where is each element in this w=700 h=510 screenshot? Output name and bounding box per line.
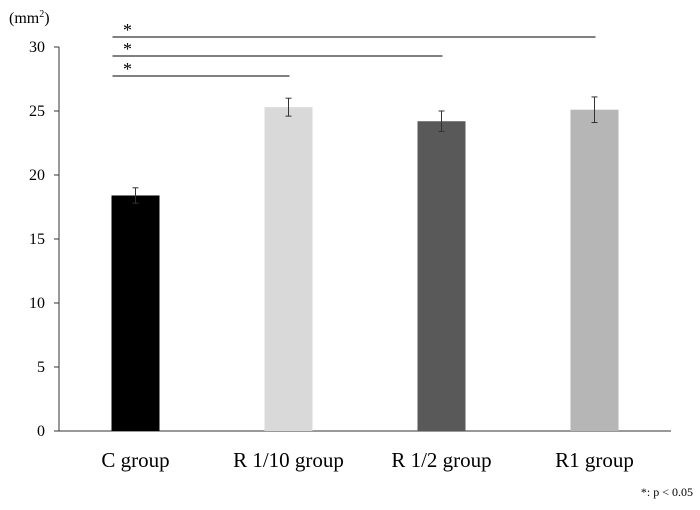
y-unit-close: ) <box>44 10 49 27</box>
axes: 0 5 10 15 20 25 30 <box>29 39 671 440</box>
x-tick-label: R 1/10 group <box>233 448 344 472</box>
x-tick-label: R1 group <box>555 448 634 472</box>
bar <box>264 107 313 431</box>
y-unit-superscript: 2 <box>39 9 44 20</box>
footnote: *: p < 0.05 <box>641 485 693 499</box>
y-unit-label: (mm2) <box>9 9 50 27</box>
y-tick-label: 30 <box>29 39 45 56</box>
x-tick-label: R 1/2 group <box>391 448 491 472</box>
y-tick-label: 25 <box>29 103 45 120</box>
significance-star: * <box>123 20 132 40</box>
y-tick-label: 20 <box>29 167 45 184</box>
bar <box>111 195 160 431</box>
significance-brackets: *** <box>112 20 596 79</box>
significance-star: * <box>123 59 132 79</box>
y-tick-label: 0 <box>37 423 45 440</box>
bars: C group R 1/10 group R 1/2 group R1 group <box>101 96 634 472</box>
bar <box>570 109 619 431</box>
y-unit-open: (mm <box>9 10 40 27</box>
y-tick-label: 10 <box>29 295 45 312</box>
significance-star: * <box>123 39 132 59</box>
y-tick-label: 15 <box>29 231 45 248</box>
x-tick-label: C group <box>101 448 169 472</box>
y-tick-label: 5 <box>37 359 45 376</box>
bar <box>417 121 466 432</box>
